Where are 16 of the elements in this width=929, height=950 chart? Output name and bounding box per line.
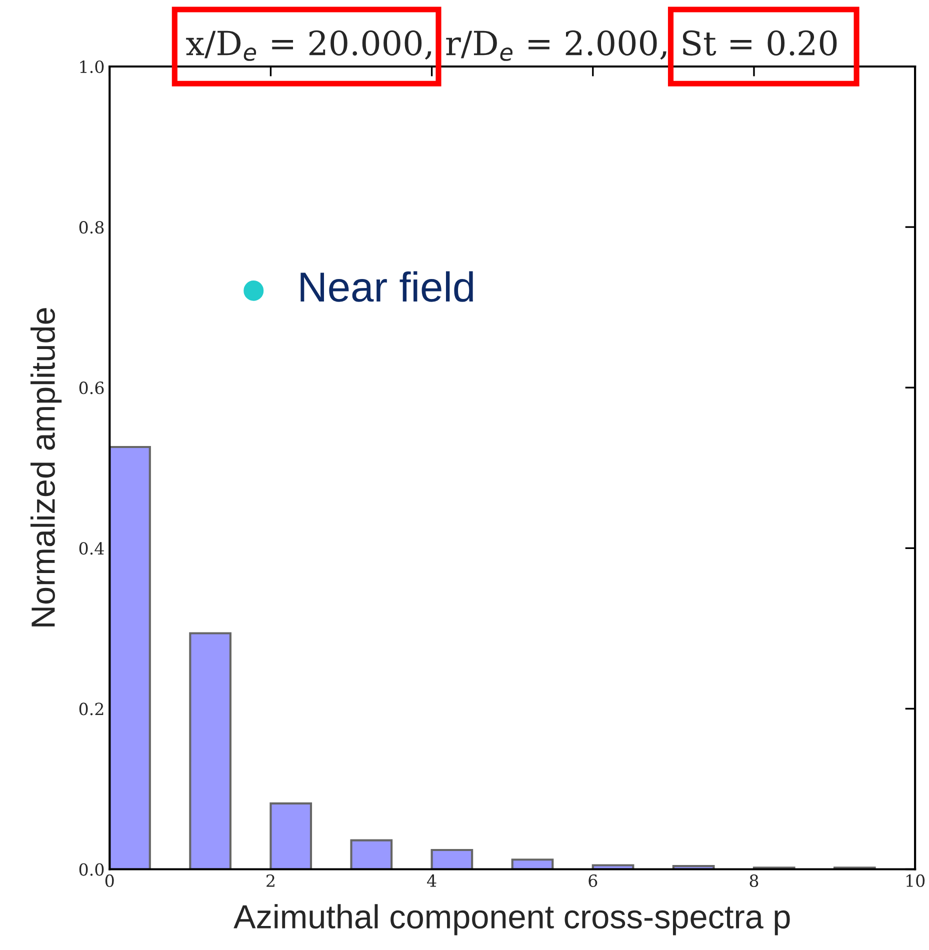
x-tick-label: 2 — [266, 874, 274, 887]
y-tick-label: 0.0 — [79, 863, 104, 876]
y-tick-label: 0.6 — [79, 382, 104, 394]
x-tick-label: 0 — [105, 874, 114, 888]
chart-title: x/D$_{e}$ = 20.000, r/D$_{e}$ = 2.000, St = 0.20 — [186, 30, 837, 61]
x-tick-label: 4 — [427, 874, 436, 887]
x-tick-label: 8 — [750, 874, 758, 888]
y-tick-label: 0.2 — [79, 702, 104, 716]
y-tick-label: 0.8 — [79, 221, 104, 234]
annotation: Near field — [300, 271, 473, 302]
x-axis-title: Azimuthal component cross-spectra p — [234, 904, 790, 936]
y-tick-label: 1.0 — [80, 60, 104, 74]
x-tick-label: 10 — [906, 874, 925, 888]
y-tick-label: 0.4 — [79, 542, 104, 555]
x-tick-label: 6 — [588, 874, 598, 888]
y-axis-title: Normalized amplitude — [30, 308, 62, 626]
